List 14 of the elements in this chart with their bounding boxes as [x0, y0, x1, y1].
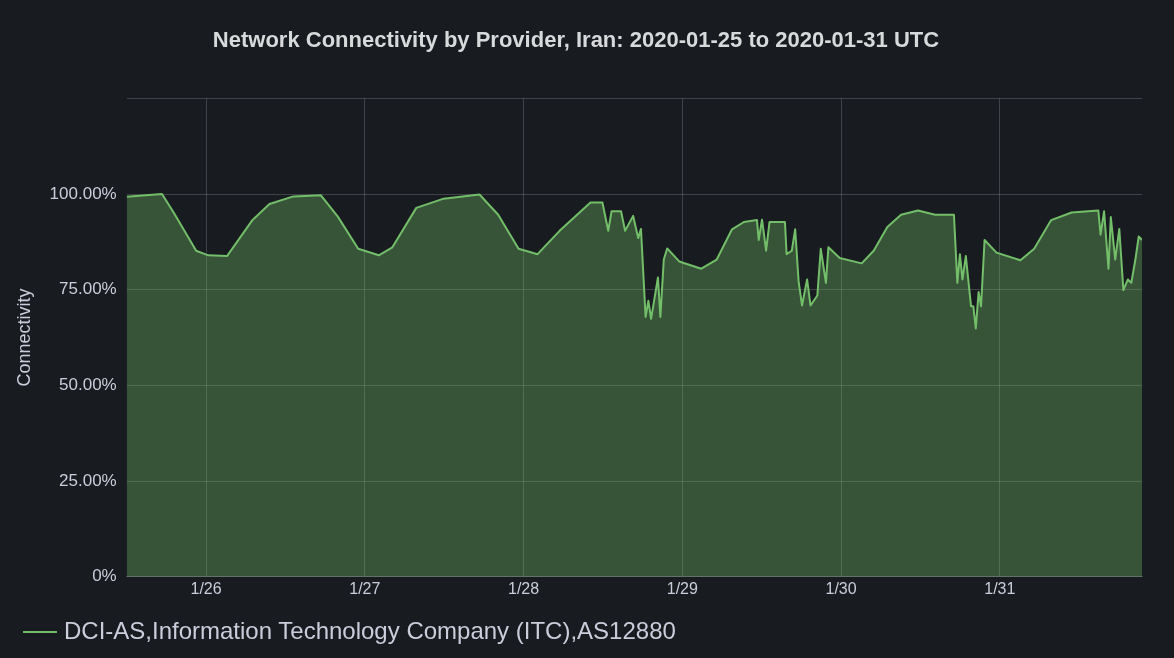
- y-tick-label: 75.00%: [59, 279, 117, 299]
- x-tick-label: 1/30: [825, 579, 857, 597]
- x-tick-label: 1/28: [508, 579, 540, 597]
- y-tick-label: 0%: [92, 566, 117, 586]
- y-tick-label: 25.00%: [59, 470, 117, 490]
- y-tick-label: 100.00%: [49, 183, 117, 203]
- chart-title: Network Connectivity by Provider, Iran: 2020-01-25 to 2020-01-31 UTC: [212, 27, 940, 53]
- x-tick-label: 1/29: [666, 579, 698, 597]
- legend-label: DCI-AS,Information Technology Company (ITC),AS12880: [64, 616, 676, 644]
- y-axis-title: Connectivity: [13, 288, 34, 387]
- x-tick-label: 1/31: [984, 579, 1016, 597]
- y-tick-label: 50.00%: [59, 375, 117, 395]
- x-tick-label: 1/26: [190, 579, 222, 597]
- x-tick-label: 1/27: [349, 579, 381, 597]
